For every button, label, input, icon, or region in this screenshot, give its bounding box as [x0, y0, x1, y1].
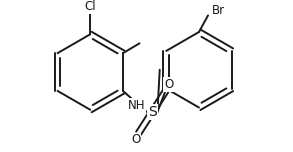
Text: S: S [148, 105, 156, 119]
Text: O: O [131, 133, 140, 147]
Text: NH: NH [128, 99, 146, 112]
Text: Cl: Cl [84, 0, 96, 13]
Text: Br: Br [212, 4, 225, 17]
Text: O: O [164, 78, 173, 91]
